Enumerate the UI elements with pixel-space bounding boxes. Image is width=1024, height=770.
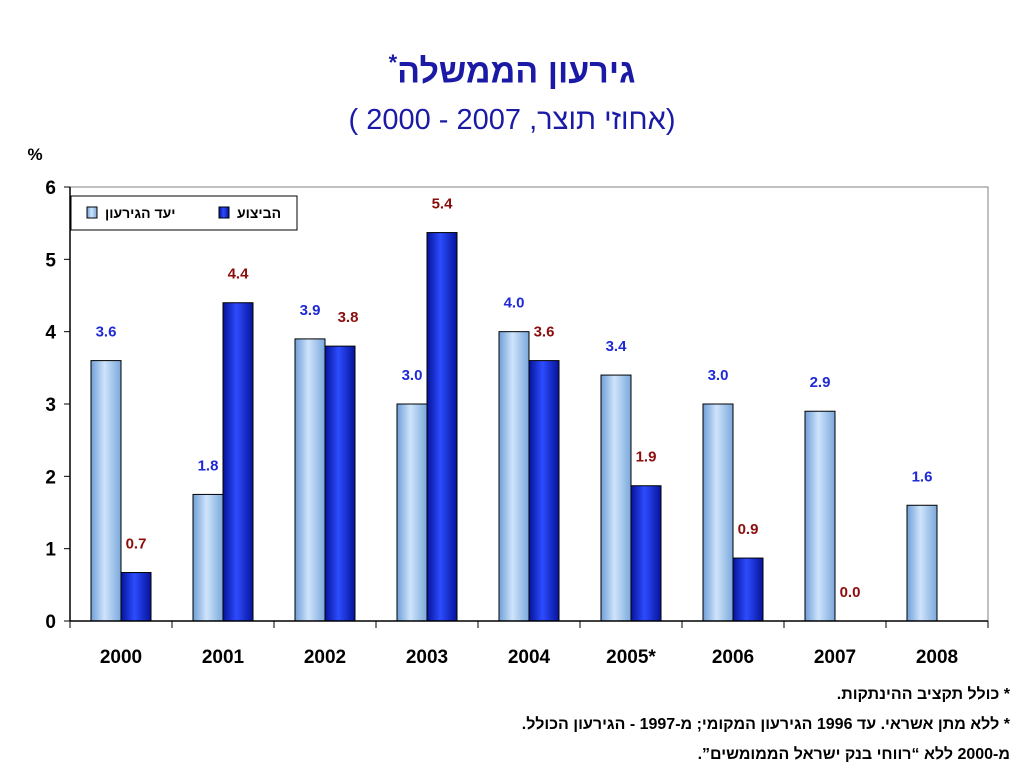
chart-title-text: גירעון הממשלה bbox=[397, 52, 636, 91]
y-tick-label: 3 bbox=[45, 395, 56, 416]
footnote-1: * כולל תקציב ההינתקות. bbox=[836, 686, 1010, 703]
target-bar bbox=[90, 360, 122, 622]
chart-subtitle: (אחוזי תוצר, 2007 - 2000 ) bbox=[348, 104, 676, 136]
y-axis-label: % bbox=[27, 145, 42, 164]
legend-label-target: יעד הגירעון bbox=[105, 205, 175, 221]
target-bar bbox=[906, 504, 938, 622]
target-data-label: 1.8 bbox=[198, 457, 219, 474]
x-tick-label: 2001 bbox=[202, 647, 245, 668]
actual-bar bbox=[426, 232, 458, 622]
x-tick-label: 2000 bbox=[100, 647, 142, 668]
y-tick-label: 2 bbox=[45, 467, 56, 488]
actual-bar bbox=[324, 345, 356, 622]
actual-data-label: 3.6 bbox=[534, 324, 555, 341]
target-bar bbox=[294, 338, 326, 622]
actual-bar bbox=[528, 360, 560, 622]
target-data-label: 3.0 bbox=[708, 367, 729, 384]
target-data-label: 4.0 bbox=[504, 295, 525, 312]
target-data-label: 1.6 bbox=[912, 468, 933, 485]
x-tick-label: 2005* bbox=[606, 647, 656, 668]
actual-data-label: 4.4 bbox=[228, 266, 250, 283]
target-bar bbox=[804, 410, 836, 622]
actual-bar bbox=[120, 572, 152, 622]
footnote-3: מ-2000 ללא “רווחי בנק ישראל הממומשים”. bbox=[697, 746, 1010, 763]
x-tick-label: 2004 bbox=[508, 647, 551, 668]
actual-bar bbox=[732, 557, 764, 622]
target-data-label: 3.6 bbox=[96, 324, 117, 341]
footnotes: * כולל תקציב ההינתקות. * ללא מתן אשראי. … bbox=[250, 680, 1010, 770]
actual-data-label: 3.8 bbox=[338, 309, 359, 326]
x-tick-label: 2007 bbox=[814, 647, 856, 668]
actual-bar bbox=[630, 485, 662, 622]
actual-data-label: 0.9 bbox=[738, 521, 759, 538]
target-bar bbox=[702, 403, 734, 622]
actual-data-label: 5.4 bbox=[432, 196, 454, 213]
y-tick-label: 1 bbox=[45, 540, 56, 561]
target-bar bbox=[600, 374, 632, 622]
footnote-2: * ללא מתן אשראי. עד 1996 הגירעון המקומי;… bbox=[521, 716, 1010, 733]
actual-data-label: 0.0 bbox=[840, 584, 861, 601]
legend-swatch-target bbox=[86, 206, 98, 219]
x-tick-label: 2008 bbox=[916, 647, 958, 668]
bar-chart: 0 1 2 3 4 5 6% 2000 2001 2002 2003 2004 2005* 2006 200… bbox=[27, 145, 989, 668]
target-data-label: 3.4 bbox=[606, 338, 628, 355]
target-bar bbox=[396, 403, 428, 622]
chart-title: גירעון הממשלה* bbox=[0, 50, 1024, 91]
legend: יעד הגירעון הביצוע bbox=[70, 195, 298, 231]
y-tick-label: 5 bbox=[45, 250, 56, 271]
bars-group bbox=[90, 232, 938, 622]
y-tick-label: 6 bbox=[45, 178, 56, 199]
y-tick-label: 0 bbox=[45, 612, 56, 633]
legend-swatch-actual bbox=[218, 206, 230, 219]
x-tick-label: 2003 bbox=[406, 647, 448, 668]
actual-data-label: 1.9 bbox=[636, 449, 657, 466]
target-data-label: 3.9 bbox=[300, 302, 321, 319]
target-data-label: 2.9 bbox=[810, 374, 831, 391]
target-data-label: 3.0 bbox=[402, 367, 423, 384]
target-bar bbox=[192, 493, 224, 622]
axes: 0 1 2 3 4 5 6% 2000 2001 2002 2003 2004 2005* 2006 200… bbox=[27, 145, 989, 668]
legend-label-actual: הביצוע bbox=[237, 205, 281, 221]
y-tick-label: 4 bbox=[45, 323, 56, 344]
actual-data-label: 0.7 bbox=[126, 536, 147, 553]
data-labels: 3.6 1.8 3.9 3.0 4.0 3.4 3.0 2.9 1.6 0.7 4.4 3.8 5.4 3… bbox=[96, 196, 933, 601]
target-bar bbox=[498, 331, 530, 622]
title-footnote-mark: * bbox=[388, 50, 398, 75]
actual-bar bbox=[222, 302, 254, 622]
legend-box bbox=[70, 195, 298, 231]
x-tick-label: 2002 bbox=[304, 647, 346, 668]
x-tick-label: 2006 bbox=[712, 647, 754, 668]
